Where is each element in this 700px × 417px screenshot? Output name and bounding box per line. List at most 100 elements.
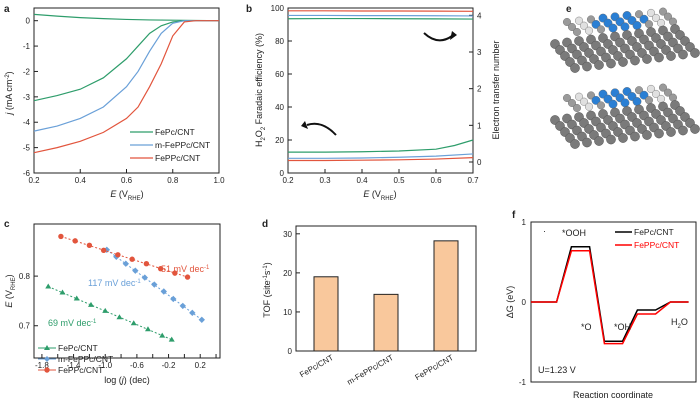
y-tick-label: 0.8	[19, 272, 31, 281]
state-label-h2o: H2O	[671, 317, 688, 330]
atom	[594, 60, 604, 70]
legend-label-f-feppc: FePPc/CNT	[634, 240, 679, 250]
data-point	[144, 326, 151, 332]
y-tick-label: 0.7	[19, 322, 31, 331]
panel-d-series	[313, 240, 459, 352]
panel-f-chart: -1 0 1 ΔG (eV) Reaction coordinate *OOH *O…	[505, 218, 697, 400]
x-tick-label: 0.2	[195, 361, 207, 370]
atom	[639, 14, 649, 24]
slope-label-mfeppc: 117 mV dec-1	[88, 278, 141, 288]
atom	[652, 13, 661, 22]
y2-tick-label: 3	[477, 48, 482, 57]
x-tick-label: 0.4	[75, 176, 87, 185]
data-point	[58, 233, 64, 240]
y-tick-label: -4	[23, 118, 31, 127]
atom	[582, 137, 592, 148]
panel-label-d: d	[262, 219, 268, 230]
data-point	[168, 336, 175, 342]
atom	[620, 22, 630, 32]
data-point	[129, 256, 135, 262]
y-tick-label: -1	[519, 378, 527, 387]
atom	[597, 25, 606, 34]
y-tick-label: 0	[26, 17, 31, 26]
atom	[690, 48, 700, 58]
legend-marker-circle	[44, 367, 50, 373]
fit-line	[48, 286, 172, 341]
atom	[666, 51, 676, 61]
x-tick-label: 0.2	[28, 176, 40, 185]
panel-a-ylabel: j (mA cm-2)	[4, 71, 14, 115]
arrow-left-axis-icon	[306, 122, 337, 136]
atom	[591, 20, 601, 29]
data-point	[103, 246, 111, 254]
series-line	[33, 20, 219, 154]
data-point	[73, 295, 80, 301]
atom	[632, 21, 642, 30]
atom	[666, 127, 676, 137]
atom	[575, 92, 584, 101]
atom	[563, 18, 572, 27]
atom	[568, 98, 577, 107]
atom	[573, 28, 582, 37]
category-label: FePc/CNT	[298, 353, 335, 380]
x-tick-label: 0.6	[430, 176, 442, 185]
atom	[664, 12, 673, 21]
y-tick-label: 100	[271, 4, 285, 13]
legend-label-feppc: FePPc/CNT	[155, 153, 200, 163]
panel-c-ticks: -1.8 -1.4 -1.0 -0.6 -0.2 0.2 0.7 0.8	[19, 272, 217, 370]
series-line	[33, 20, 219, 132]
atom	[585, 102, 594, 111]
data-point	[184, 274, 191, 280]
panel-f-xlabel: Reaction coordinate	[573, 390, 653, 400]
panel-f-legend: FePc/CNT FePPc/CNT	[615, 227, 679, 250]
x-tick-label: 0.3	[319, 176, 331, 185]
atom	[585, 26, 594, 35]
panel-a-series	[33, 13, 220, 154]
atom	[608, 23, 618, 33]
y-tick-label: -2	[23, 67, 31, 76]
y2-tick-label: 1	[477, 121, 482, 130]
data-point	[87, 301, 94, 307]
atom	[645, 20, 654, 29]
y-tick-label: -6	[23, 169, 31, 178]
panel-c-frame	[33, 223, 221, 359]
legend-label-fepc: FePc/CNT	[155, 127, 195, 137]
panel-a-chart: 0.2 0.4 0.6 0.8 1.0 0 -1 -2 -3 -4 -5 -6 j (mA cm-2)…	[4, 7, 225, 202]
panel-a-legend: FePc/CNT m-FePPc/CNT FePPc/CNT	[130, 127, 210, 163]
panel-e-structures	[550, 7, 700, 149]
atom	[630, 55, 640, 66]
y-tick-label: 10	[283, 308, 292, 317]
panel-b-y2label: Electron transfer number	[491, 40, 501, 139]
panel-b-xlabel: E (VRHE)	[363, 189, 396, 202]
series-line	[33, 20, 219, 102]
x-tick-label: 0.4	[356, 176, 368, 185]
atom	[659, 7, 668, 16]
panel-b-ticks: 0.2 0.3 0.4 0.5 0.6 0.7 0 20 40 60 80 100 0 1 2 3 4	[271, 4, 482, 185]
bar	[433, 240, 459, 352]
data-point	[143, 261, 150, 267]
bar	[313, 276, 339, 352]
energy-profile	[531, 250, 689, 345]
atom	[594, 136, 604, 146]
panel-c-xlabel: log (j) (dec)	[104, 375, 150, 385]
y-tick-label: 20	[275, 136, 284, 145]
atom	[678, 49, 688, 60]
data-point	[132, 267, 139, 274]
panel-f-dot: ·	[543, 226, 546, 236]
atom	[678, 125, 688, 136]
panel-d-ylabel: TOF (site-1s-1)	[262, 262, 272, 318]
atom	[664, 88, 673, 97]
y-tick-label: -5	[23, 144, 31, 153]
slope-label-feppc: 51 mV dec-1	[161, 264, 210, 274]
atom	[568, 23, 577, 32]
y2-tick-label: 2	[477, 85, 482, 94]
atom	[652, 89, 661, 98]
atom	[608, 99, 618, 109]
atom	[563, 93, 572, 102]
atom	[580, 97, 589, 106]
atom	[657, 94, 666, 103]
panel-c-ylabel: E (VRHE)	[4, 274, 17, 307]
x-tick-label: 0.6	[121, 176, 133, 185]
legend-label-f-fepc: FePc/CNT	[634, 227, 674, 237]
